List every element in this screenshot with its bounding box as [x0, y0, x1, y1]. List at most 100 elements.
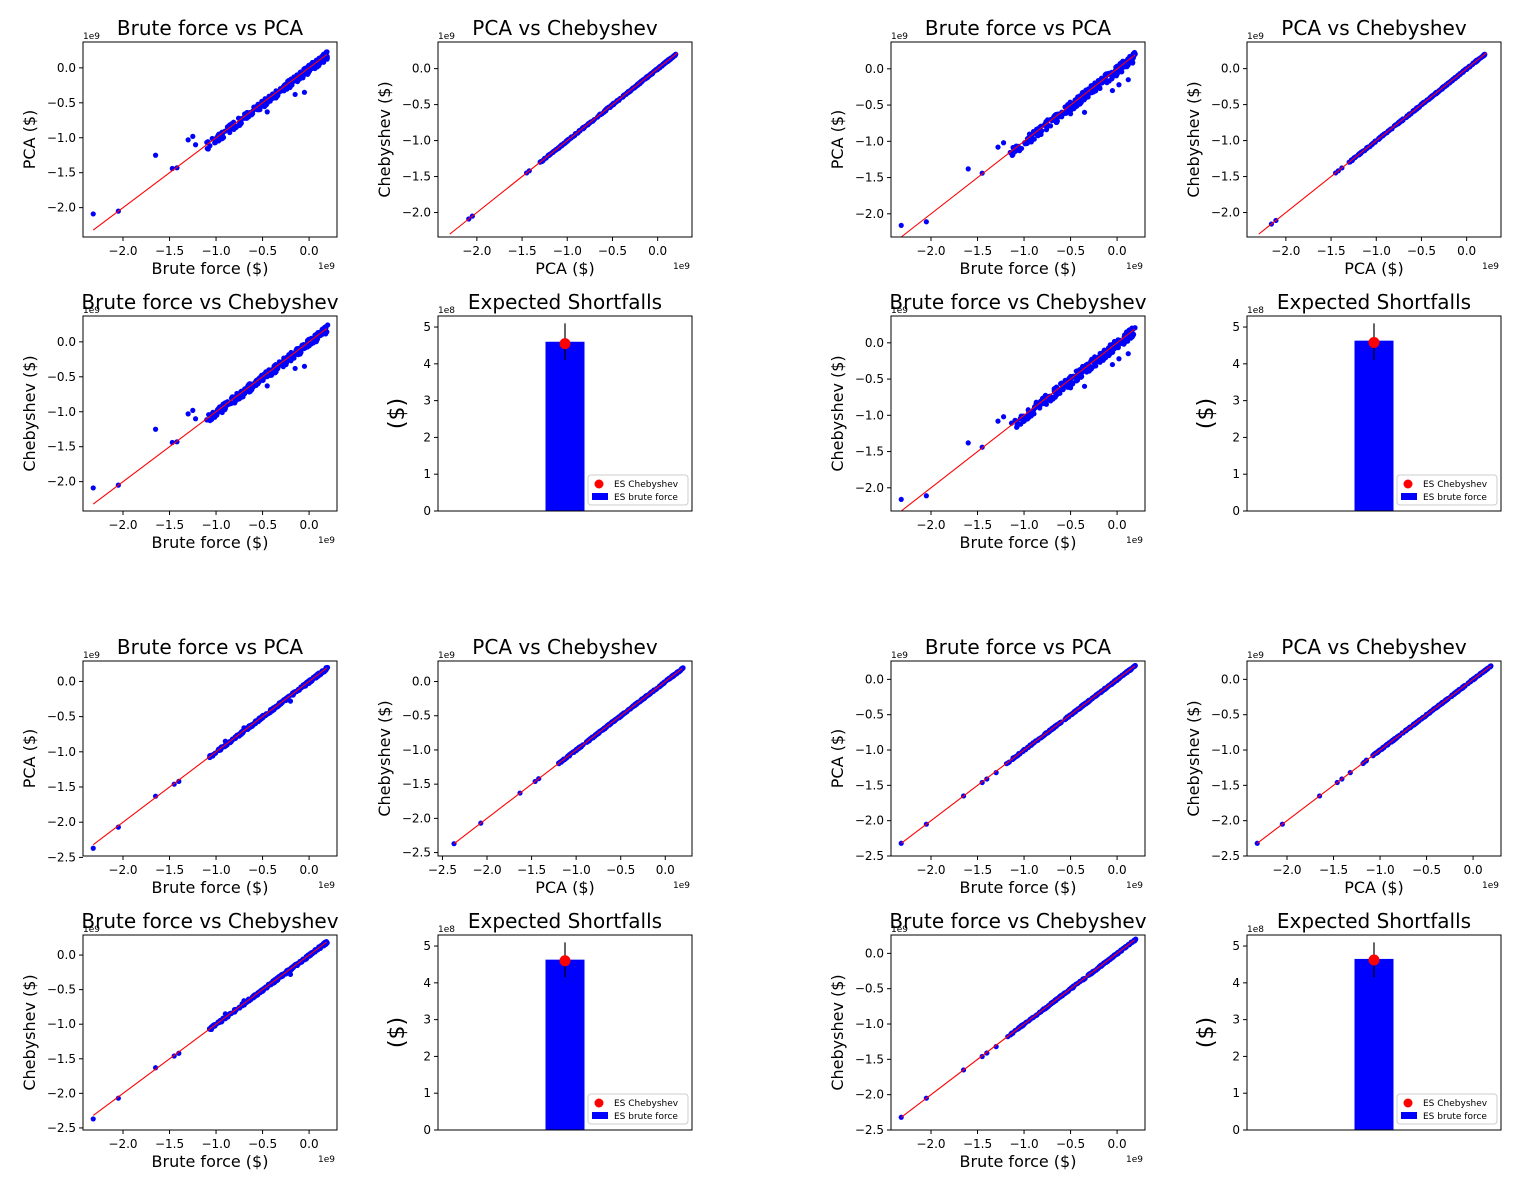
x-tick-label: 0.0: [1108, 244, 1127, 258]
scatter-point: [317, 329, 323, 335]
panel-title: Expected Shortfalls: [468, 290, 662, 314]
x-axis-label: Brute force ($): [960, 533, 1077, 552]
scatter-point: [222, 405, 228, 411]
scatter-point: [995, 144, 1001, 150]
scatter-point: [1110, 349, 1116, 355]
scatter-point: [1089, 90, 1095, 96]
scatter-panel: PCA vs Chebyshev −2.5 −2.0 −1.5 −1.0 −0.5 0.0 1…: [375, 635, 693, 897]
y-tick-label: −0.5: [47, 96, 76, 110]
scatter-point: [255, 718, 261, 724]
scatter-point: [1035, 133, 1041, 139]
panel-title: Expected Shortfalls: [1277, 909, 1471, 933]
scatter-point: [185, 137, 191, 143]
panel-title: PCA vs Chebyshev: [1281, 635, 1467, 659]
y-tick-label: −2.5: [1211, 849, 1240, 863]
y-tick-label: −1.5: [47, 780, 76, 794]
x-tick-label: 0.0: [1457, 244, 1476, 258]
x-axis-label: Brute force ($): [152, 259, 269, 278]
es-bar: [545, 341, 585, 511]
scatter-point: [1022, 141, 1028, 147]
scatter-point: [1113, 72, 1119, 78]
legend-label: ES Chebyshev: [614, 480, 679, 490]
scatter-point: [304, 64, 311, 71]
panel-title: PCA vs Chebyshev: [472, 635, 658, 659]
es-marker: [559, 955, 571, 967]
y-tick-label: 2: [423, 1049, 431, 1063]
scatter-point: [90, 485, 96, 491]
y-offset-label: 1e9: [83, 32, 100, 42]
scatter-point: [238, 120, 244, 126]
x-axis-label: Brute force ($): [960, 259, 1077, 278]
legend-label: ES brute force: [614, 493, 678, 503]
y-tick-label: −2.0: [1211, 814, 1240, 828]
x-tick-label: −1.5: [507, 244, 536, 258]
y-tick-label: −1.5: [855, 1052, 884, 1066]
x-axis-label: Brute force ($): [152, 1152, 269, 1171]
y-tick-label: −1.0: [855, 408, 884, 422]
scatter-point: [1063, 109, 1069, 115]
y-offset-label: 1e9: [83, 306, 100, 316]
scatter-point: [898, 496, 904, 503]
scatter-point: [231, 126, 237, 132]
scatter-point: [222, 738, 228, 744]
y-tick-label: −2.0: [402, 206, 431, 220]
x-tick-label: 0.0: [300, 1137, 319, 1151]
x-tick-label: −2.0: [1271, 244, 1300, 258]
scatter-point: [923, 493, 929, 499]
scatter-point: [264, 109, 270, 115]
plot-frame: [437, 315, 693, 512]
y-tick-label: −1.0: [855, 743, 884, 757]
identity-line: [449, 52, 678, 235]
y-tick-label: 3: [1232, 1013, 1240, 1027]
scatter-point: [1014, 421, 1020, 428]
scatter-point: [1116, 82, 1122, 88]
y-tick-label: 5: [423, 939, 431, 953]
scatter-point: [1000, 414, 1007, 420]
y-offset-label: 1e8: [1247, 306, 1264, 316]
x-tick-label: −2.0: [916, 518, 945, 532]
scatter-point: [301, 89, 308, 95]
es-marker: [1368, 954, 1380, 966]
y-tick-label: 1: [423, 1086, 431, 1100]
scatter-point: [317, 55, 323, 61]
x-tick-label: −0.5: [1056, 518, 1085, 532]
scatter-point: [1124, 64, 1130, 70]
x-tick-label: −1.0: [1009, 1137, 1038, 1151]
y-tick-label: 0.0: [865, 62, 884, 76]
x-tick-label: −0.5: [1407, 244, 1436, 258]
x-tick-label: −0.5: [1412, 863, 1441, 877]
y-tick-label: −1.5: [855, 171, 884, 185]
x-offset-label: 1e9: [318, 881, 335, 891]
x-axis-label: PCA ($): [1344, 878, 1404, 897]
y-tick-label: 2: [423, 430, 431, 444]
es-marker: [559, 338, 571, 350]
y-tick-label: 0.0: [412, 675, 431, 689]
x-tick-label: −0.5: [1056, 1137, 1085, 1151]
scatter-point: [176, 778, 182, 784]
y-axis-label: Chebyshev ($): [375, 81, 394, 197]
x-offset-label: 1e9: [1482, 262, 1499, 272]
scatter-point: [190, 133, 196, 139]
scatter-point: [1032, 405, 1038, 411]
x-offset-label: 1e9: [1126, 1155, 1143, 1165]
y-tick-label: −1.5: [855, 778, 884, 792]
y-tick-label: 5: [423, 320, 431, 334]
scatter-panel: PCA vs Chebyshev −2.0 −1.5 −1.0 −0.5 0.0 1e9 Ch…: [1184, 16, 1502, 278]
x-offset-label: 1e9: [673, 262, 690, 272]
scatter-point: [1043, 401, 1050, 407]
scatter-point: [324, 55, 330, 61]
legend-marker-icon: [594, 1098, 604, 1108]
y-tick-label: −0.5: [855, 98, 884, 112]
panel-title: PCA vs Chebyshev: [472, 16, 658, 40]
scatter-point: [1057, 390, 1063, 396]
scatter-point: [1125, 77, 1131, 83]
es-bar: [545, 959, 585, 1130]
scatter-point: [152, 793, 159, 799]
y-axis-label: ($): [1194, 398, 1219, 429]
x-offset-label: 1e9: [673, 881, 690, 891]
es-bar: [1354, 340, 1394, 511]
identity-line: [1256, 665, 1492, 844]
scatter-point: [1067, 385, 1074, 391]
y-tick-label: −0.5: [855, 708, 884, 722]
